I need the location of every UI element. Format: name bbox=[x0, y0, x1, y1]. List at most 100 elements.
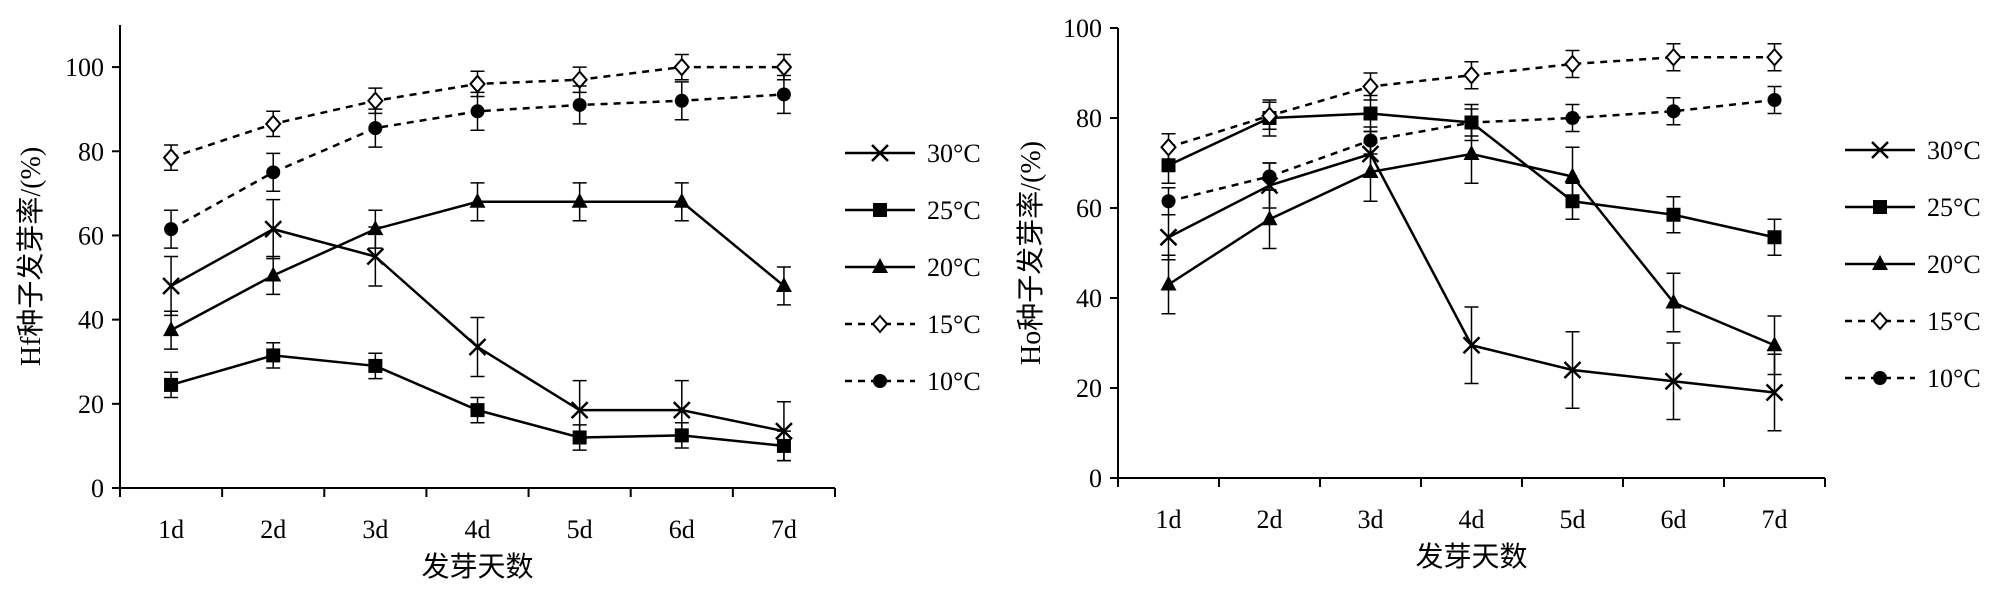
chart-panel-1: 0 20 40 60 80 100 1d 2d 3d 4d 5d 6d 7d 发芽天数 Hf种子发芽率/(%… bbox=[15, 25, 981, 583]
data-point bbox=[469, 192, 486, 208]
data-point bbox=[164, 377, 179, 392]
data-point bbox=[470, 403, 485, 418]
y-tick-label: 0 bbox=[1089, 464, 1102, 493]
y-tick-label: 60 bbox=[1076, 194, 1102, 223]
data-point bbox=[164, 222, 179, 237]
series-15cc bbox=[1160, 43, 1783, 162]
data-point bbox=[367, 220, 384, 236]
data-point bbox=[1362, 163, 1379, 178]
data-point bbox=[368, 358, 383, 373]
data-point bbox=[1564, 167, 1581, 183]
data-point bbox=[368, 121, 383, 136]
x-tick-label: 4d bbox=[465, 515, 491, 544]
data-point bbox=[163, 321, 180, 337]
x-tick-label: 4d bbox=[1459, 505, 1485, 534]
data-point bbox=[468, 338, 487, 356]
legend-item-30cc: 30°C bbox=[845, 139, 981, 168]
data-point bbox=[1160, 275, 1177, 291]
data-point bbox=[674, 428, 689, 443]
x-tick-label: 5d bbox=[567, 515, 593, 544]
data-point bbox=[1463, 145, 1480, 160]
data-point bbox=[266, 165, 281, 180]
data-point bbox=[775, 276, 792, 292]
x-tick-label: 2d bbox=[1257, 505, 1283, 534]
data-point bbox=[367, 91, 384, 111]
x-tick-label: 5d bbox=[1560, 505, 1586, 534]
data-point bbox=[1464, 115, 1479, 130]
x-tick-label: 1d bbox=[158, 515, 184, 544]
data-point bbox=[1767, 93, 1782, 107]
data-point bbox=[1666, 104, 1681, 119]
series-20cc bbox=[163, 182, 792, 350]
data-point bbox=[1666, 207, 1681, 222]
legend-marker bbox=[1871, 311, 1889, 331]
x-tick-label: 3d bbox=[362, 515, 388, 544]
data-point bbox=[1261, 210, 1278, 226]
series-10cc bbox=[164, 74, 791, 249]
data-point bbox=[264, 114, 282, 134]
x-tick-label: 6d bbox=[669, 515, 695, 544]
legend-item-10cc: 10°C bbox=[1845, 364, 1981, 393]
data-point bbox=[1766, 47, 1783, 67]
data-point bbox=[1665, 293, 1682, 309]
legend-marker bbox=[1871, 141, 1889, 159]
data-point bbox=[1161, 194, 1176, 209]
legend-marker bbox=[1873, 371, 1887, 385]
data-point bbox=[162, 277, 180, 295]
series-25cc bbox=[164, 342, 791, 462]
data-point bbox=[775, 57, 793, 77]
legend-item-20cc: 20°C bbox=[845, 253, 981, 282]
y-tick-label: 40 bbox=[1076, 284, 1102, 313]
data-point bbox=[571, 192, 588, 208]
y-tick-label: 100 bbox=[1063, 14, 1102, 43]
data-point bbox=[162, 148, 180, 168]
data-point bbox=[673, 57, 691, 77]
data-point bbox=[776, 438, 791, 453]
data-point bbox=[674, 93, 689, 108]
data-point bbox=[776, 87, 791, 102]
legend-item-20cc: 20°C bbox=[1845, 250, 1981, 279]
legend-marker bbox=[873, 374, 887, 388]
data-point bbox=[572, 430, 587, 445]
data-point bbox=[266, 348, 281, 363]
x-tick-label: 6d bbox=[1661, 505, 1687, 534]
data-point bbox=[1765, 383, 1784, 402]
data-point bbox=[1261, 106, 1278, 126]
data-point bbox=[673, 192, 690, 208]
data-point bbox=[366, 247, 385, 266]
series-10cc bbox=[1161, 85, 1782, 216]
data-point bbox=[1463, 65, 1480, 85]
legend-item-15cc: 15°C bbox=[1845, 307, 1981, 336]
x-tick-label: 7d bbox=[1762, 505, 1788, 534]
data-point bbox=[1363, 133, 1378, 148]
legend-label: 20°C bbox=[1927, 250, 1981, 279]
x-axis-title: 发芽天数 bbox=[1415, 541, 1527, 573]
x-tick-label: 2d bbox=[260, 515, 286, 544]
legend-label: 15°C bbox=[927, 310, 981, 339]
y-tick-label: 60 bbox=[78, 221, 104, 250]
legend-item-25cc: 25°C bbox=[845, 196, 981, 225]
chart-panel-2: 0 20 40 60 80 100 1d 2d 3d 4d 5d 6d 7d 发芽天数 Ho种子发芽率/(%… bbox=[1015, 14, 1981, 573]
legend-label: 30°C bbox=[927, 139, 981, 168]
x-tick-label: 7d bbox=[771, 515, 797, 544]
x-axis-title: 发芽天数 bbox=[421, 551, 533, 583]
y-tick-label: 80 bbox=[78, 137, 104, 166]
y-tick-label: 40 bbox=[78, 306, 104, 335]
legend-marker bbox=[1873, 200, 1887, 214]
x-tick-label: 3d bbox=[1358, 505, 1384, 534]
legend-marker bbox=[873, 203, 887, 217]
data-point bbox=[1767, 230, 1782, 245]
legend-label: 30°C bbox=[1927, 136, 1981, 165]
y-tick-label: 80 bbox=[1076, 104, 1102, 133]
data-point bbox=[1664, 372, 1683, 391]
y-axis-title: Ho种子发芽率/(%) bbox=[1015, 141, 1047, 365]
y-tick-label: 20 bbox=[78, 390, 104, 419]
legend-label: 20°C bbox=[927, 253, 981, 282]
legend-item-30cc: 30°C bbox=[1845, 136, 1981, 165]
data-point bbox=[570, 401, 589, 420]
legend-label: 25°C bbox=[1927, 193, 1981, 222]
data-point bbox=[1565, 111, 1580, 125]
series-15cc bbox=[162, 53, 793, 171]
y-tick-label: 0 bbox=[91, 474, 104, 503]
data-point bbox=[1363, 106, 1378, 121]
